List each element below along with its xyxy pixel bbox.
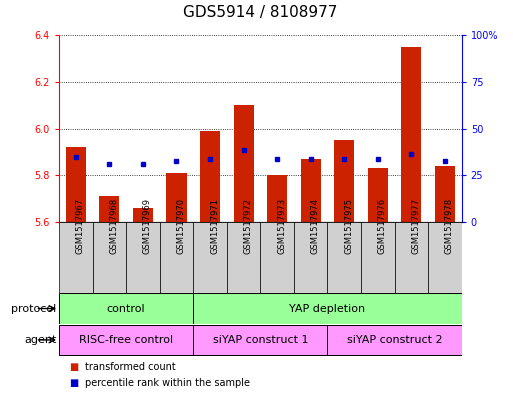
Text: GSM1517976: GSM1517976 [378, 198, 387, 253]
Text: GSM1517969: GSM1517969 [143, 198, 152, 253]
Bar [160, 222, 193, 293]
Bar [99, 196, 120, 222]
Bar [327, 222, 361, 293]
Bar [361, 222, 394, 293]
Bar [301, 159, 321, 222]
Text: RISC-free control: RISC-free control [79, 335, 173, 345]
Bar [401, 47, 421, 222]
Text: ■: ■ [69, 378, 78, 388]
Bar [267, 175, 287, 222]
Text: GSM1517971: GSM1517971 [210, 198, 219, 253]
Bar [200, 131, 220, 222]
Bar [126, 222, 160, 293]
Bar [133, 208, 153, 222]
Bar [66, 147, 86, 222]
Text: protocol: protocol [11, 303, 56, 314]
Bar [327, 325, 462, 355]
Text: GSM1517977: GSM1517977 [411, 198, 420, 253]
Bar [334, 140, 354, 222]
Bar [294, 222, 327, 293]
Bar [428, 222, 462, 293]
Text: ■: ■ [69, 362, 78, 373]
Bar [233, 105, 253, 222]
Bar [166, 173, 187, 222]
Bar [368, 168, 388, 222]
Text: GSM1517975: GSM1517975 [344, 198, 353, 253]
Bar [193, 222, 227, 293]
Bar [394, 222, 428, 293]
Bar [92, 222, 126, 293]
Bar [193, 294, 462, 323]
Text: siYAP construct 2: siYAP construct 2 [347, 335, 442, 345]
Text: percentile rank within the sample: percentile rank within the sample [85, 378, 250, 388]
Text: GDS5914 / 8108977: GDS5914 / 8108977 [183, 5, 338, 20]
Bar [435, 166, 455, 222]
Bar [59, 294, 193, 323]
Text: agent: agent [24, 335, 56, 345]
Text: GSM1517968: GSM1517968 [109, 198, 119, 253]
Text: siYAP construct 1: siYAP construct 1 [212, 335, 308, 345]
Text: GSM1517967: GSM1517967 [76, 198, 85, 253]
Text: YAP depletion: YAP depletion [289, 303, 366, 314]
Bar [59, 222, 92, 293]
Text: control: control [107, 303, 145, 314]
Bar [193, 325, 327, 355]
Bar [227, 222, 260, 293]
Text: GSM1517970: GSM1517970 [176, 198, 186, 253]
Bar [59, 325, 193, 355]
Text: GSM1517978: GSM1517978 [445, 198, 454, 253]
Bar [260, 222, 294, 293]
Text: GSM1517972: GSM1517972 [244, 198, 252, 253]
Text: transformed count: transformed count [85, 362, 175, 373]
Text: GSM1517973: GSM1517973 [277, 198, 286, 253]
Text: GSM1517974: GSM1517974 [311, 198, 320, 253]
